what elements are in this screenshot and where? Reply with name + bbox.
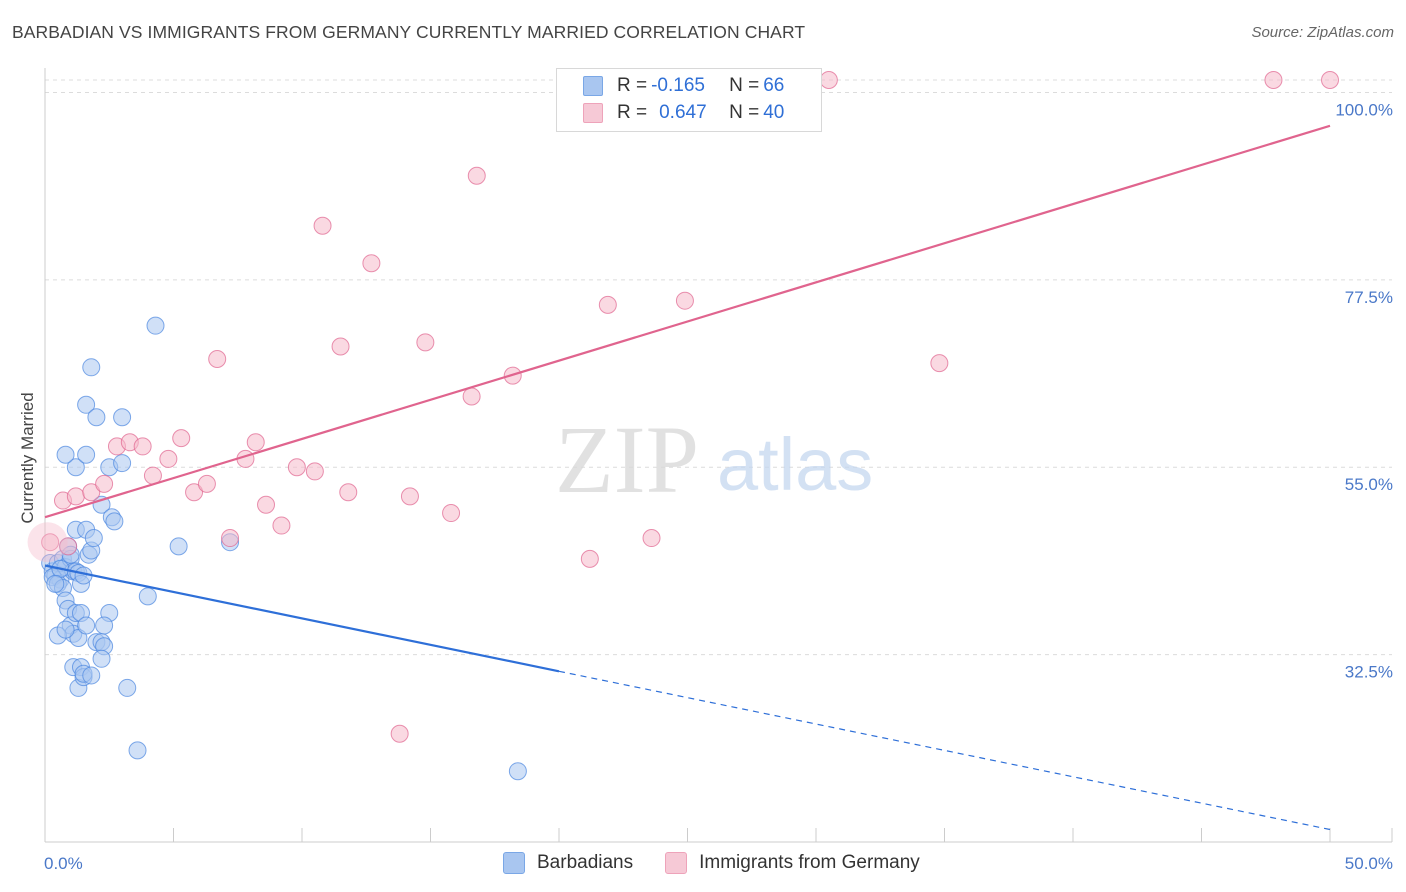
germany-point [197,474,216,493]
y-axis-title: Currently Married [18,392,37,523]
n-label: N = [729,102,760,123]
germany-point [287,458,306,477]
germany-point [59,537,78,556]
legend-swatch-blue [583,76,603,96]
trend-lines [44,124,1331,831]
series-legend: Barbadians Immigrants from Germany [503,852,952,874]
germany-point [305,462,324,481]
germany-point [133,437,152,456]
germany-point [95,474,114,493]
grid [45,79,1392,656]
watermark-atlas: atlas [717,423,873,506]
barbadian-point [92,649,111,668]
germany-point [467,166,486,185]
barbadian-point [113,454,132,473]
barbadian-point [128,741,147,760]
y-tick-label: 55.0% [1345,475,1393,494]
germany-point [313,216,332,235]
germany-point [598,295,617,314]
barbadian-point [56,445,75,464]
germany-point [1264,71,1283,89]
barbadian-point [77,616,96,635]
y-tick-label: 100.0% [1335,100,1393,119]
barbadian-point [113,408,132,427]
germany-point [257,495,276,514]
r-label: R = [617,75,648,96]
germany-point [221,529,240,548]
germany-point [208,349,227,368]
barbadian-point [66,458,85,477]
germany-point [66,487,85,506]
r-value: 0.647 [659,102,707,123]
legend-label: Barbadians [537,852,634,873]
germany-point [246,433,265,452]
germany-point [159,449,178,468]
chart-title: BARBADIAN VS IMMIGRANTS FROM GERMANY CUR… [12,22,806,42]
legend-item-barbadians[interactable]: Barbadians [503,852,633,874]
germany-point [675,291,694,310]
n-value: 40 [763,102,785,123]
barbadian-point [84,529,103,548]
barbadian-point [46,574,65,593]
watermark-zip: ZIP [555,406,699,513]
stats-legend-row-germany: R = 0.647 N = 40 [583,100,784,126]
r-value: -0.165 [651,75,705,96]
germany-point [642,529,661,548]
germany-point [185,483,204,502]
germany-point [580,549,599,568]
barbadian-point [508,762,527,781]
stats-legend: R = -0.165 N = 66 R = 0.647 N = 40 [556,68,822,132]
germany-point [819,71,838,89]
source-note: Source: ZipAtlas.com [1251,24,1394,41]
germany-point [462,387,481,406]
legend-swatch-pink [583,103,603,123]
watermark: ZIP atlas [555,406,873,513]
barbadian-point [77,445,96,464]
germany-trend-line [44,124,1331,519]
germany-point [442,504,461,523]
axis-labels: 32.5% 55.0% 77.5% 100.0% 0.0% 50.0% [44,100,1393,873]
germany-point [82,483,101,502]
germany-point [331,337,350,356]
x-tick-label: 0.0% [44,854,83,873]
legend-swatch-blue [503,852,525,874]
barbadian-point [169,537,188,556]
barbadian-point [95,616,114,635]
legend-swatch-pink [665,852,688,874]
n-label: N = [729,75,760,96]
barbadian-point [87,408,106,427]
germany-point [339,483,358,502]
axes [44,68,1393,843]
barbadian-point [146,316,165,335]
legend-item-germany[interactable]: Immigrants from Germany [665,852,920,874]
legend-label: Immigrants from Germany [699,852,920,873]
germany-point [400,487,419,506]
barbadian-trend-extension [558,670,1331,831]
barbadian-point [105,512,124,531]
barbadian-point [56,620,75,639]
stats-legend-row-barbadians: R = -0.165 N = 66 [583,73,784,99]
x-tick-label: 50.0% [1345,854,1393,873]
germany-point-cluster [27,522,68,563]
germany-point [416,333,435,352]
germany-point [41,533,60,552]
barbadian-point [138,587,157,606]
points [27,71,1339,781]
y-tick-label: 77.5% [1345,288,1393,307]
germany-point [1321,71,1339,89]
barbadian-point [118,678,137,697]
y-tick-label: 32.5% [1345,663,1393,682]
n-value: 66 [763,75,785,96]
germany-point [172,429,191,448]
r-label: R = [617,102,648,123]
germany-point [930,354,949,373]
barbadian-point [82,666,101,685]
germany-point [390,724,409,743]
germany-point [362,254,381,273]
barbadian-point [77,395,96,414]
barbadian-point [82,358,101,377]
barbadian-trend-line [44,564,560,673]
germany-point [272,516,291,535]
